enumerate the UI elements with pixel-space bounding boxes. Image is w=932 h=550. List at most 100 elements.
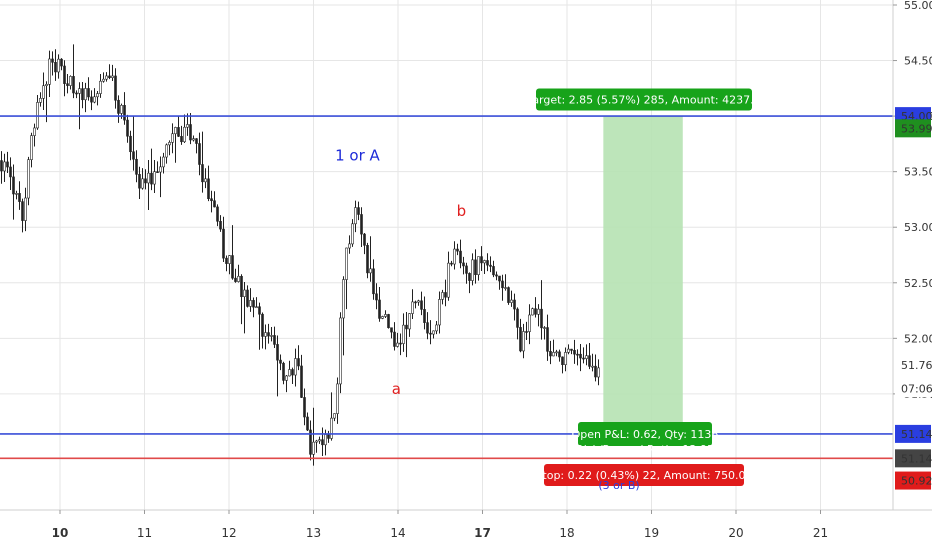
candle-body	[3, 161, 6, 172]
candle-body	[273, 335, 276, 345]
candle-body	[546, 327, 549, 352]
candle-body	[300, 365, 303, 398]
candle-body	[576, 353, 579, 356]
candle-body	[321, 439, 324, 446]
price-tag: 51.76	[895, 356, 932, 374]
candle-body	[42, 85, 45, 99]
price-tag-text: 51.76	[901, 359, 932, 372]
price-tag-bg	[895, 379, 931, 398]
candle-body	[453, 248, 456, 265]
candle-body	[390, 327, 393, 333]
candle-body	[51, 58, 54, 63]
stop-label[interactable]: Stop: 0.22 (0.43%) 22, Amount: 750.08	[535, 464, 753, 486]
candle-body	[249, 300, 252, 307]
price-tag: 51.14	[895, 424, 932, 443]
candle-body	[354, 207, 357, 225]
candle-body	[372, 268, 375, 295]
candle-body	[84, 88, 87, 101]
candle-body	[159, 166, 162, 173]
open-pnl-label-bg	[578, 422, 712, 446]
candle-body	[510, 299, 513, 303]
candle-body	[567, 348, 570, 353]
price-tag-bg	[895, 424, 931, 443]
candle-body	[48, 58, 51, 85]
x-tick-label: 19	[644, 526, 659, 540]
y-tick-label: 52.00	[904, 332, 932, 345]
candle-body	[327, 434, 330, 439]
candle-body	[429, 332, 432, 335]
candle-body	[9, 166, 12, 178]
candle-body	[318, 439, 321, 442]
wave-label: b	[457, 202, 467, 220]
x-tick-label: 13	[306, 526, 321, 540]
horizontal-lines[interactable]	[0, 115, 893, 460]
candle-body	[219, 220, 222, 230]
candle-body	[312, 441, 315, 455]
candle-body	[180, 136, 183, 143]
y-tick-label: 54.50	[904, 55, 932, 68]
candle-body	[504, 287, 507, 289]
candle-body	[144, 178, 147, 184]
candle-body	[24, 197, 27, 221]
candle-body	[66, 83, 69, 86]
candle-body	[441, 292, 444, 300]
candle-body	[174, 127, 177, 135]
price-tag: 51.14	[895, 449, 932, 468]
candle-body	[366, 245, 369, 274]
price-tag: 07:06	[895, 379, 932, 398]
candle-body	[129, 135, 132, 153]
candle-body	[6, 161, 9, 168]
candle-body	[414, 301, 417, 304]
candle-body	[423, 309, 426, 323]
candle-body	[402, 324, 405, 344]
price-tag-text: 53.99	[901, 122, 932, 135]
candle-body	[342, 279, 345, 319]
wave-label: 1 or A	[335, 147, 380, 165]
stop-label-bg	[544, 464, 744, 486]
candle-body	[477, 256, 480, 275]
x-tick-label: 18	[559, 526, 574, 540]
candle-body	[234, 277, 237, 282]
price-tag-text: 51.14	[901, 428, 932, 441]
candle-body	[135, 158, 138, 175]
candle-body	[63, 65, 66, 84]
candle-body	[81, 88, 84, 101]
candle-body	[276, 344, 279, 361]
candle-body	[258, 306, 261, 315]
candle-body	[450, 262, 453, 265]
candle-body	[444, 292, 447, 298]
target-label-text: Target: 2.85 (5.57%) 285, Amount: 4237.6	[526, 93, 760, 106]
candle-body	[204, 178, 207, 183]
candle-body	[246, 289, 249, 307]
candle-body	[153, 171, 156, 185]
candle-body	[171, 133, 174, 143]
candle-body	[357, 207, 360, 215]
candle-body	[420, 300, 423, 310]
candle-body	[207, 178, 210, 200]
candle-body	[195, 138, 198, 144]
candle-body	[399, 342, 402, 345]
candle-body	[543, 327, 546, 329]
candle-body	[492, 266, 495, 276]
candle-body	[591, 365, 594, 368]
price-tag-bg	[895, 119, 931, 138]
candle-body	[165, 144, 168, 158]
candle-body	[495, 274, 498, 277]
position-labels[interactable]: Target: 2.85 (5.57%) 285, Amount: 4237.6…	[526, 88, 761, 492]
candle-body	[303, 397, 306, 418]
candle-body	[45, 84, 48, 87]
candle-body	[351, 223, 354, 245]
target-label[interactable]: Target: 2.85 (5.57%) 285, Amount: 4237.6	[526, 88, 761, 111]
price-tag-text: 07:06	[901, 382, 932, 395]
open-pnl-label-text: Open P&L: 0.62, Qty: 1136	[572, 428, 719, 441]
candle-body	[21, 201, 24, 221]
candle-body	[231, 255, 234, 279]
candle-body	[186, 124, 189, 128]
candle-body	[393, 331, 396, 347]
open-pnl-label[interactable]: Open P&L: 0.62, Qty: 1136	[572, 422, 719, 446]
time-axis[interactable]: 10 11 12 13 14 17 18 19 20 21	[52, 510, 828, 540]
candle-body	[483, 260, 486, 264]
candle-body	[522, 331, 525, 352]
